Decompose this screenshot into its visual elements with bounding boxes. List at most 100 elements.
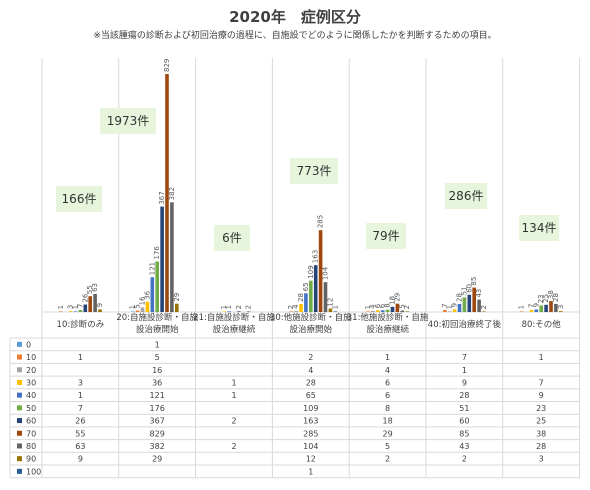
- legend-label: 10: [26, 353, 36, 362]
- table-cell-value: 28: [306, 378, 316, 387]
- total-count-label: 286件: [445, 183, 487, 209]
- bar: [227, 311, 231, 312]
- table-cell-value: 26: [75, 417, 85, 426]
- data-label: 285: [317, 215, 325, 228]
- table-cell-value: 7: [78, 404, 83, 413]
- table-cell-value: 28: [536, 442, 546, 451]
- data-label: 38: [547, 290, 555, 299]
- bar: [313, 265, 318, 312]
- table-cell-value: 18: [383, 417, 393, 426]
- category-label: 40:初回治療終了後: [428, 319, 502, 330]
- bar: [400, 310, 405, 312]
- bar: [93, 293, 97, 312]
- table-cell-value: 12: [306, 455, 316, 464]
- table-cell-value: 1: [308, 467, 313, 476]
- data-label: 1: [72, 305, 80, 309]
- table-cell-value: 29: [152, 455, 162, 464]
- data-label: 60: [465, 284, 473, 293]
- bar: [452, 309, 457, 312]
- bar: [482, 311, 486, 312]
- table-cell-value: 109: [303, 404, 318, 413]
- data-label: 5: [398, 304, 406, 308]
- data-label: 1: [331, 305, 339, 309]
- table-cell-value: 104: [303, 442, 318, 451]
- table-cell-value: 43: [459, 442, 469, 451]
- bar: [150, 277, 155, 312]
- data-label: 25: [542, 294, 550, 303]
- table-cell-value: 9: [539, 391, 544, 400]
- bar: [246, 311, 251, 312]
- bar: [88, 296, 92, 312]
- table-cell-value: 1: [462, 366, 467, 375]
- data-label: 65: [302, 282, 310, 291]
- table-cell-value: 121: [150, 391, 165, 400]
- table-cell-value: 9: [78, 455, 83, 464]
- data-label: 4: [369, 304, 377, 309]
- bar: [544, 304, 548, 312]
- data-label: 367: [158, 191, 166, 204]
- bar: [467, 294, 472, 312]
- table-cell-value: 28: [459, 391, 469, 400]
- table-cell-value: 1: [78, 391, 83, 400]
- bar: [395, 303, 400, 312]
- bar: [155, 261, 159, 312]
- bar: [78, 309, 83, 312]
- data-label: 7: [527, 304, 535, 308]
- data-label: 6: [379, 303, 387, 308]
- chart-title: 2020年 症例区分: [229, 8, 361, 26]
- bar: [98, 309, 102, 312]
- legend-label: 30: [26, 378, 36, 387]
- table-cell-value: 176: [150, 404, 165, 413]
- bar: [140, 307, 145, 312]
- total-count-label: 79件: [366, 223, 406, 249]
- data-label: 43: [475, 289, 483, 298]
- table-cell-value: 8: [385, 404, 390, 413]
- table-cell-value: 65: [306, 391, 316, 400]
- legend-swatch: [17, 354, 22, 360]
- data-label: 3: [67, 305, 75, 309]
- table-cell-value: 4: [385, 366, 390, 375]
- bar: [371, 310, 375, 312]
- bar: [457, 303, 462, 312]
- table-cell-value: 4: [308, 366, 313, 375]
- data-label: 1: [220, 305, 228, 309]
- bar: [366, 311, 370, 312]
- data-label: 23: [537, 294, 545, 303]
- data-label: 1: [225, 305, 233, 309]
- bar: [380, 310, 385, 312]
- bar: [130, 311, 135, 312]
- bar: [170, 202, 174, 312]
- data-label: 1: [518, 305, 526, 309]
- data-label: 36: [143, 290, 151, 299]
- table-cell-value: 1: [385, 353, 390, 362]
- table-cell-value: 285: [303, 429, 318, 438]
- data-label: 829: [163, 59, 171, 72]
- table-cell-value: 2: [231, 442, 236, 451]
- bar: [165, 74, 169, 312]
- table-cell-value: 6: [385, 378, 390, 387]
- bar: [405, 311, 409, 312]
- legend-swatch: [17, 430, 22, 436]
- data-label: 2: [480, 305, 488, 309]
- data-label: 12: [326, 298, 334, 307]
- bar: [294, 310, 298, 312]
- category-label: 20:自施設診断・自施設治療開始: [116, 312, 198, 335]
- bar: [59, 311, 63, 312]
- bar: [443, 309, 447, 312]
- table-cell-value: 7: [462, 353, 467, 362]
- bar: [376, 310, 380, 312]
- table-cell-value: 60: [459, 417, 469, 426]
- bar: [145, 301, 150, 312]
- table-cell-value: 85: [459, 429, 469, 438]
- bar: [135, 310, 140, 312]
- legend-swatch: [17, 456, 22, 462]
- legend-label: 60: [26, 417, 36, 426]
- table-cell-value: 5: [155, 353, 160, 362]
- table-cell-value: 2: [231, 417, 236, 426]
- bar: [328, 308, 333, 312]
- data-label: 9: [451, 303, 459, 307]
- data-label: 29: [393, 293, 401, 302]
- table-cell-value: 382: [150, 442, 165, 451]
- total-count-label: 773件: [290, 158, 338, 184]
- bar: [539, 305, 543, 312]
